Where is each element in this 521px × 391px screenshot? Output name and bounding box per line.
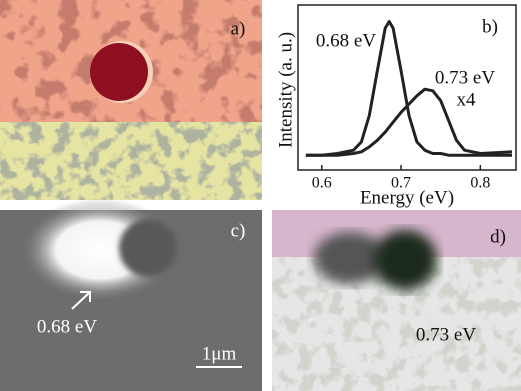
- annotation: 0.68 eV: [37, 316, 97, 337]
- map-spots: [0, 122, 262, 200]
- x-tick-label: 0.8: [470, 175, 490, 192]
- y-axis-label: Intensity (a. u.): [275, 32, 296, 148]
- figure: a) b) Energy (eV) Intensity (a. u.) 0.60…: [0, 0, 521, 391]
- annotation: x4: [457, 89, 477, 110]
- series-label: 0.73 eV: [435, 67, 495, 88]
- dark-blob: [373, 230, 437, 290]
- particle: [119, 219, 177, 277]
- panel-label: b): [482, 16, 498, 37]
- x-tick-label: 0.7: [391, 175, 411, 192]
- panel-a: a): [0, 0, 262, 200]
- series-label: 0.68 eV: [316, 30, 376, 51]
- particle: [90, 43, 148, 101]
- x-tick-label: 0.6: [312, 175, 332, 192]
- page: a) b) Energy (eV) Intensity (a. u.) 0.60…: [0, 0, 521, 391]
- panel-c: 0.68 eV 1μm c): [0, 198, 262, 391]
- panel-label: a): [231, 18, 246, 39]
- spectrum-line: [306, 89, 512, 155]
- scale-label: 1μm: [202, 343, 237, 364]
- annotation: 0.73 eV: [416, 324, 476, 345]
- panel-label: c): [231, 220, 246, 241]
- panel-d: 0.73 eV d): [272, 210, 521, 391]
- panel-label: d): [490, 226, 506, 247]
